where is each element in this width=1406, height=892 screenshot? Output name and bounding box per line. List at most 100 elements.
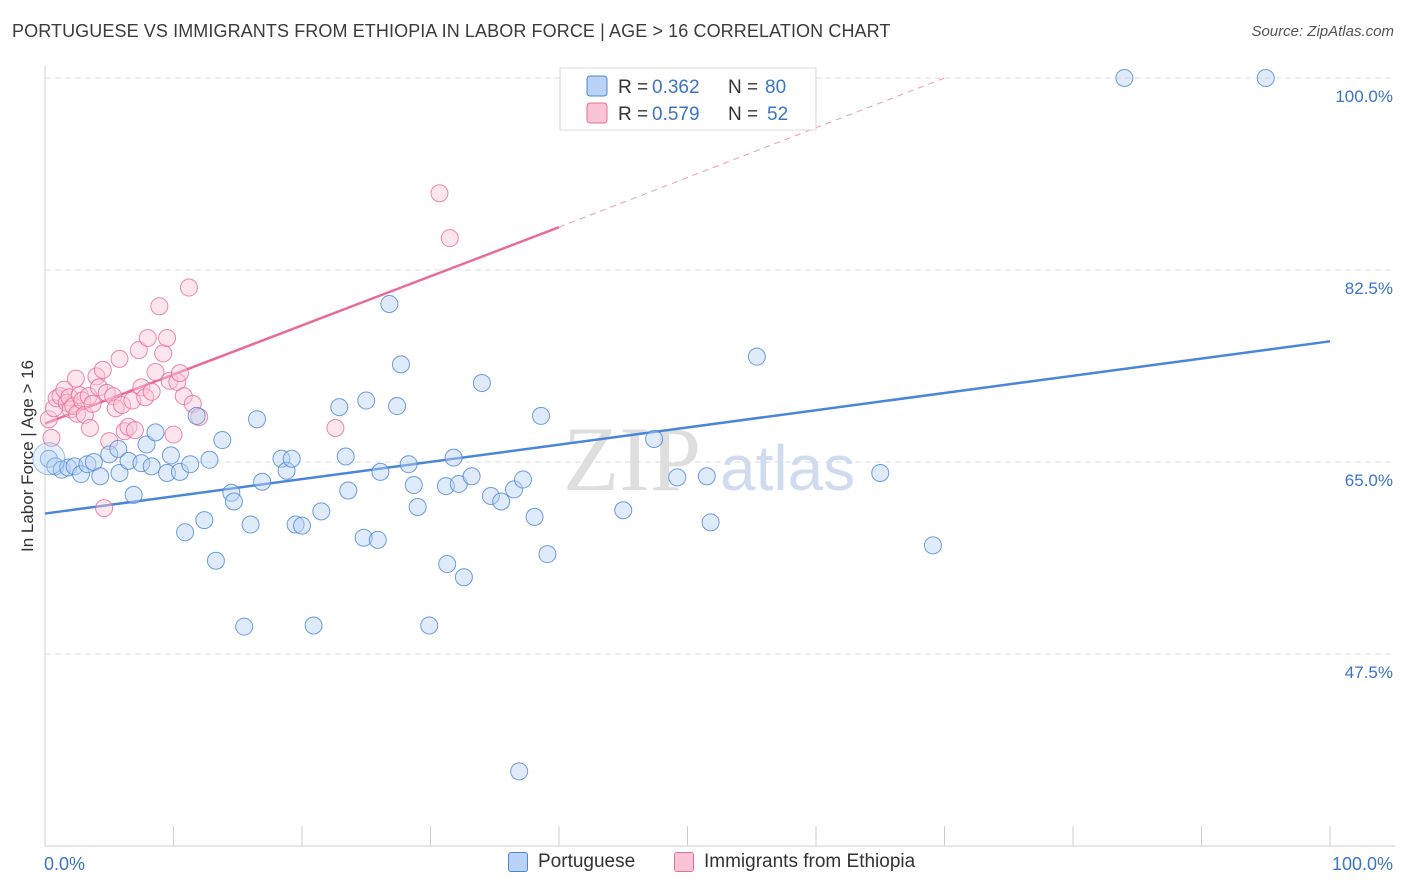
ethiopia-point-19 (93, 360, 112, 379)
y-tick-label-2: 82.5% (1345, 279, 1393, 298)
portuguese-point-11 (110, 463, 129, 482)
portuguese-point-77 (923, 536, 942, 555)
portuguese-point-79 (1256, 69, 1275, 87)
portuguese-point-large (32, 442, 66, 476)
portuguese-point-38 (293, 516, 311, 535)
portuguese-point-72 (668, 468, 687, 487)
x-tick-label-1: 100.0% (1332, 854, 1393, 874)
y-tick-labels: 47.5% 65.0% 82.5% 100.0% (1335, 87, 1393, 682)
axes (44, 66, 1395, 847)
legend-swatch (674, 852, 694, 872)
portuguese-point-70 (614, 501, 633, 520)
ethiopia-point-50 (440, 229, 459, 248)
legend-label: Portuguese (538, 851, 636, 872)
trend-lines (44, 77, 1331, 515)
portuguese-point-57 (444, 448, 463, 467)
ethiopia-point-51 (95, 499, 114, 518)
portuguese-point-24 (195, 511, 214, 530)
portuguese-point-78 (1115, 69, 1134, 87)
portuguese-point-43 (339, 481, 358, 500)
portuguese-point-71 (645, 429, 664, 448)
watermark-zip: ZIP (563, 408, 701, 510)
ethiopia-point-36 (150, 297, 169, 316)
ethiopia-point-16 (83, 394, 102, 413)
y-tick-label-0: 47.5% (1345, 663, 1393, 682)
ethiopia-point-43 (174, 387, 193, 406)
portuguese-trend-line (44, 340, 1331, 515)
ethiopia-point-39 (160, 371, 179, 390)
ethiopia-point-40 (164, 425, 183, 444)
portuguese-point-25 (200, 450, 219, 469)
ethiopia-trend-extension (558, 77, 945, 228)
y-axis-label: In Labor Force | Age > 16 (18, 359, 37, 553)
portuguese-point-63 (492, 492, 511, 511)
watermark: ZIP atlas (563, 408, 855, 510)
ethiopia-point-24 (110, 349, 129, 368)
portuguese-point-41 (330, 398, 349, 417)
portuguese-point-21 (176, 523, 195, 542)
portuguese-point-51 (399, 455, 418, 474)
portuguese-point-23 (187, 406, 206, 425)
portuguese-point-26 (206, 551, 225, 570)
portuguese-point-49 (388, 397, 407, 416)
ethiopia-point-31 (132, 378, 151, 397)
portuguese-point-61 (472, 374, 491, 393)
portuguese-point-10 (109, 439, 128, 458)
ethiopia-point-48 (326, 418, 345, 437)
legend-item-ethiopia[interactable]: Immigrants from Ethiopia (674, 851, 915, 873)
ethiopia-point-45 (183, 394, 202, 413)
portuguese-point-16 (142, 457, 161, 476)
ethiopia-point-42 (170, 364, 189, 383)
legend-item-portuguese[interactable]: Portuguese (508, 851, 635, 873)
ethiopia-point-25 (113, 395, 132, 414)
portuguese-point-73 (697, 467, 716, 486)
portuguese-point-40 (312, 502, 331, 521)
ethiopia-point-37 (154, 344, 173, 363)
portuguese-point-59 (454, 568, 473, 587)
portuguese-point-5 (71, 465, 90, 484)
portuguese-point-52 (404, 476, 423, 495)
y-tick-label-3: 100.0% (1335, 87, 1393, 106)
ethiopia-point-17 (87, 367, 106, 386)
legend-swatch (508, 852, 528, 872)
ethiopia-point-38 (158, 329, 177, 348)
portuguese-point-17 (146, 423, 165, 442)
portuguese-point-64 (505, 480, 524, 499)
x-tick-label-0: 0.0% (44, 854, 85, 874)
ethiopia-point-47 (66, 369, 85, 388)
portuguese-point-27 (213, 431, 232, 450)
source-label: Source: ZipAtlas.com (1251, 23, 1394, 40)
portuguese-point-19 (161, 446, 180, 465)
portuguese-point-33 (253, 472, 272, 491)
ethiopia-trend-line (44, 226, 560, 425)
ethiopia-point-21 (100, 432, 119, 451)
portuguese-point-47 (371, 462, 390, 481)
portuguese-point-0 (39, 449, 58, 468)
portuguese-point-22 (181, 455, 200, 474)
portuguese-point-46 (368, 530, 387, 549)
x-tick-labels: 0.0% 100.0% (44, 854, 1393, 874)
portuguese-point-8 (91, 467, 110, 486)
portuguese-point-53 (408, 497, 427, 516)
portuguese-point-29 (224, 492, 243, 511)
portuguese-point-35 (277, 461, 296, 480)
portuguese-point-37 (286, 515, 305, 534)
portuguese-point-48 (380, 295, 399, 314)
bottom-legend: Portuguese Immigrants from Ethiopia (0, 851, 1406, 879)
portuguese-point-30 (235, 617, 254, 636)
ethiopia-point-33 (138, 329, 157, 348)
ethiopia-point-30 (129, 341, 148, 360)
ethiopia-point-1 (42, 428, 61, 447)
portuguese-point-74 (701, 513, 720, 532)
portuguese-point-36 (282, 449, 301, 468)
portuguese-point-31 (241, 515, 260, 534)
portuguese-point-15 (137, 435, 156, 454)
portuguese-point-56 (438, 555, 457, 574)
portuguese-point-6 (78, 455, 97, 474)
portuguese-point-45 (357, 391, 376, 410)
portuguese-point-20 (170, 462, 189, 481)
portuguese-point-66 (514, 470, 533, 489)
watermark-atlas: atlas (720, 432, 855, 504)
portuguese-point-13 (124, 485, 143, 504)
